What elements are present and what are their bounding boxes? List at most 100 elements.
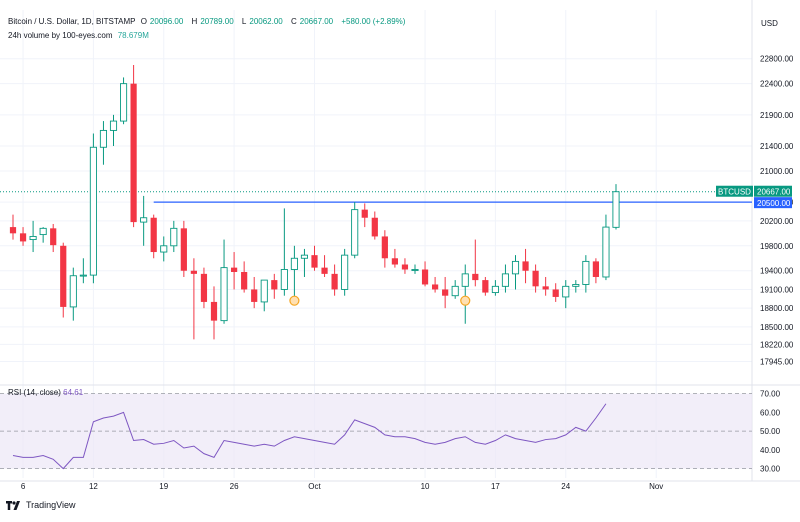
rsi-axis-tick: 60.00 <box>760 408 781 417</box>
resistance-badge-value: 20500.00 <box>757 199 791 208</box>
price-axis-tick: 18220.00 <box>760 340 794 349</box>
change-value: +580.00 (+2.89%) <box>341 17 405 26</box>
candle-body-down <box>482 280 488 292</box>
candle-body-down <box>321 268 327 274</box>
candle-body-up <box>110 121 116 130</box>
candle-body-down <box>10 227 16 233</box>
candle-body-up <box>573 284 579 286</box>
price-axis-tick: 18800.00 <box>760 304 794 313</box>
candle-body-down <box>392 258 398 264</box>
open-label: O <box>141 17 147 26</box>
candle-body-down <box>593 261 599 277</box>
price-axis-tick: 22400.00 <box>760 80 794 89</box>
time-axis-tick: Oct <box>308 482 321 491</box>
low-label: L <box>242 17 246 26</box>
candle-body-down <box>422 269 428 284</box>
candle-body-up <box>291 258 297 269</box>
brand-name[interactable]: TradingView <box>26 500 76 510</box>
candle-body-up <box>40 228 46 234</box>
volume-legend: 24h volume by 100-eyes.com 78.679M <box>8 31 152 40</box>
candle-body-down <box>271 280 277 289</box>
candle-body-down <box>442 289 448 295</box>
candle-body-up <box>120 84 126 121</box>
price-axis-tick: 17945.00 <box>760 357 794 366</box>
candle-body-up <box>412 269 418 270</box>
rsi-axis-tick: 50.00 <box>760 427 781 436</box>
candle-body-down <box>522 261 528 270</box>
candle-body-down <box>20 233 26 241</box>
candle-body-up <box>161 246 167 252</box>
candle-body-up <box>603 227 609 277</box>
candle-body-up <box>171 228 177 245</box>
rsi-title: RSI (14, close) 64.61 <box>8 388 84 397</box>
price-axis-tick: 19800.00 <box>760 242 794 251</box>
candle-body-up <box>512 261 518 273</box>
candle-body-up <box>281 269 287 289</box>
time-axis-tick: 17 <box>491 482 500 491</box>
price-axis-tick: 19100.00 <box>760 285 794 294</box>
candle-body-down <box>362 210 368 218</box>
candle-body-down <box>131 84 137 222</box>
candle-body-up <box>80 275 86 276</box>
candle-body-up <box>492 286 498 292</box>
candle-body-down <box>311 255 317 267</box>
candle-body-down <box>533 271 539 287</box>
volume-value: 78.679M <box>118 31 149 40</box>
open-value: 20096.00 <box>150 17 183 26</box>
volume-label[interactable]: 24h volume by 100-eyes.com <box>8 31 113 40</box>
signal-marker <box>461 296 470 305</box>
candle-body-down <box>60 246 66 307</box>
candle-body-up <box>261 280 267 302</box>
price-axis-tick: 21000.00 <box>760 167 794 176</box>
high-value: 20789.00 <box>200 17 233 26</box>
candle-body-down <box>472 274 478 280</box>
candle-body-down <box>241 272 247 289</box>
candle-body-down <box>211 302 217 321</box>
footer: TradingView <box>6 500 76 510</box>
time-axis-tick: Nov <box>649 482 663 491</box>
time-axis-tick: 24 <box>561 482 570 491</box>
symbol-title[interactable]: Bitcoin / U.S. Dollar, 1D, BITSTAMP <box>8 17 135 26</box>
candle-body-up <box>30 236 36 239</box>
price-axis-tick: 22800.00 <box>760 55 794 64</box>
close-label: C <box>291 17 297 26</box>
rsi-current-value: 64.61 <box>63 388 84 397</box>
candle-body-up <box>563 286 569 297</box>
candle-body-down <box>543 286 549 289</box>
candle-body-down <box>231 268 237 272</box>
low-value: 20062.00 <box>249 17 282 26</box>
time-axis-tick: 10 <box>421 482 430 491</box>
price-axis-tick: 18500.00 <box>760 323 794 332</box>
candle-body-down <box>191 271 197 274</box>
price-axis-tick: 21400.00 <box>760 142 794 151</box>
candle-body-up <box>221 268 227 321</box>
candle-body-up <box>100 130 106 147</box>
candle-body-up <box>452 286 458 295</box>
candle-body-up <box>502 274 508 286</box>
candle-body-down <box>382 236 388 258</box>
rsi-axis-tick: 30.00 <box>760 465 781 474</box>
candle-body-up <box>583 261 589 284</box>
candle-body-down <box>181 228 187 270</box>
candle-body-down <box>332 274 338 290</box>
candle-body-down <box>553 289 559 296</box>
candle-body-down <box>201 274 207 302</box>
tradingview-logo-icon <box>6 501 22 510</box>
candle-body-up <box>141 218 147 222</box>
rsi-axis-tick: 70.00 <box>760 390 781 399</box>
candle-body-down <box>151 218 157 252</box>
candle-body-up <box>462 274 468 286</box>
candle-body-down <box>432 284 438 289</box>
candle-body-up <box>352 210 358 256</box>
candle-body-down <box>402 265 408 270</box>
candle-body-up <box>90 147 96 275</box>
candle-body-up <box>301 255 307 258</box>
price-axis-tick: 19400.00 <box>760 267 794 276</box>
time-axis-tick: 26 <box>230 482 239 491</box>
candle-body-up <box>342 255 348 289</box>
price-axis-tick: 20200.00 <box>760 217 794 226</box>
candle-body-down <box>372 218 378 237</box>
